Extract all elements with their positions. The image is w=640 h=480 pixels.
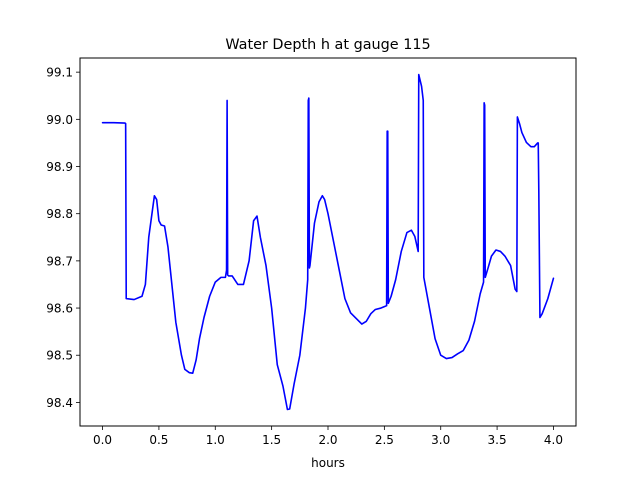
y-tick-label: 98.8 xyxy=(46,207,73,221)
x-axis-label: hours xyxy=(311,456,345,470)
x-tick-label: 2.0 xyxy=(318,433,337,447)
x-tick-label: 0.5 xyxy=(149,433,168,447)
y-tick-label: 98.5 xyxy=(46,349,73,363)
x-tick-label: 3.0 xyxy=(431,433,450,447)
y-tick-label: 98.4 xyxy=(46,396,73,410)
x-tick-label: 2.5 xyxy=(375,433,394,447)
y-tick-label: 98.9 xyxy=(46,160,73,174)
y-tick-label: 98.6 xyxy=(46,302,73,316)
x-tick-label: 4.0 xyxy=(544,433,563,447)
axis-ticks: 0.0 0.5 1.0 1.5 2.0 2.5 3.0 3.5 4.0 98.4 98.5 98.6 9… xyxy=(46,66,563,447)
x-tick-label: 1.5 xyxy=(262,433,281,447)
x-tick-label: 3.5 xyxy=(488,433,507,447)
chart-title: Water Depth h at gauge 115 xyxy=(225,37,430,53)
y-tick-label: 99.0 xyxy=(46,113,73,127)
x-tick-label: 0.0 xyxy=(93,433,112,447)
plot-area xyxy=(101,73,555,411)
series-line-water-depth xyxy=(101,73,555,411)
y-tick-label: 99.1 xyxy=(46,66,73,80)
x-tick-label: 1.0 xyxy=(206,433,225,447)
axes-frame xyxy=(79,57,577,427)
y-tick-label: 98.7 xyxy=(46,254,73,268)
